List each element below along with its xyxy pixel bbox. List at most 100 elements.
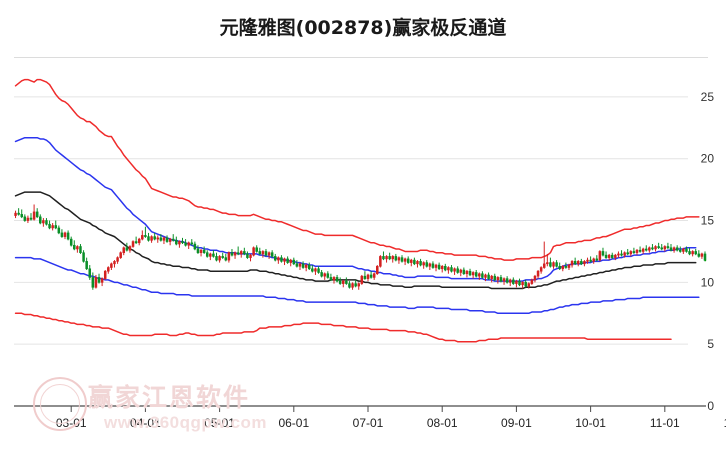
candle-body [320,272,323,277]
candle-body [227,252,231,261]
candle-body [508,279,512,283]
candle-body [376,265,379,275]
candle-body [20,214,23,218]
candle-body [304,264,308,268]
candle-body [119,252,122,258]
candle-body [54,225,57,229]
candle-body [131,241,135,247]
candle-body [638,249,642,252]
candle-body [48,223,51,229]
candle-body [301,263,305,268]
candle-body [666,246,670,249]
candle-body [66,232,70,240]
candle-body [450,267,453,272]
candle-body [366,274,370,279]
candle-body [289,259,292,263]
candle-body [57,227,61,234]
candle-body [478,273,481,277]
candle-body [252,247,255,256]
candle-body [518,280,521,286]
band-line-2 [14,191,697,290]
candle-body [335,277,339,282]
candle-body [685,248,688,252]
x-axis-label: 08-01 [427,416,458,430]
candle-body [273,256,277,261]
candle-body [601,251,605,256]
candle-body [243,251,246,255]
candle-body [125,247,129,251]
x-axis-label: 07-01 [353,416,384,430]
candle-body [697,253,701,257]
candle-body [444,265,447,271]
candle-body [246,253,249,258]
candle-body [314,268,317,272]
candle-body [209,253,212,257]
candle-body [555,262,558,267]
candle-body [620,253,623,256]
candle-body [382,256,385,260]
candle-body [626,252,629,255]
x-axis-label: 10-01 [575,416,606,430]
candle-body [338,280,342,284]
candle-body [153,236,156,240]
candle-body [691,251,694,255]
candle-body [239,251,243,255]
candle-body [651,247,654,250]
candle-body [549,262,552,267]
candle-body [527,283,531,287]
candle-body [298,263,302,267]
candle-body [515,280,518,284]
candle-body [561,265,565,270]
candle-body [215,256,218,261]
candle-body [162,237,166,241]
candle-body [558,265,561,270]
candle-body [484,274,487,278]
candle-body [410,259,413,263]
candle-body [604,254,608,258]
candle-body [447,267,450,271]
candle-body [416,261,419,265]
candle-body [474,272,478,277]
page-title: 元隆雅图(002878)赢家极反通道 [219,17,507,39]
candle-body [122,247,126,253]
candle-body [675,247,679,251]
candle-body [570,261,574,266]
candle-body [505,278,509,283]
y-axis-label: 15 [701,214,715,228]
candle-body [539,267,543,272]
title-divider [14,57,708,58]
candle-body [694,251,697,255]
band-line-4 [14,312,672,343]
band-line-3 [14,256,700,315]
candle-body [147,236,150,241]
candle-body [110,263,113,268]
candle-body [280,257,283,262]
candle-body [165,237,169,242]
candle-body [97,277,101,283]
candle-body [88,268,92,278]
candle-body [79,246,82,253]
candle-body [490,275,493,279]
candle-body [171,238,175,241]
candle-body [440,265,444,270]
candle-body [391,256,394,260]
candle-body [644,248,648,251]
candle-body [471,272,475,276]
candle-body [137,238,141,244]
candle-body [564,265,568,268]
candle-body [641,248,645,252]
candle-body [688,251,691,255]
candle-body [286,258,289,263]
candle-body [456,268,459,273]
candle-body [363,275,367,279]
candle-body [230,252,234,256]
candle-body [542,263,546,268]
candle-body [394,256,398,261]
candle-body [342,280,345,284]
candle-body [351,283,354,288]
candle-body [610,254,614,258]
candle-body [598,251,602,261]
candle-body [26,217,30,221]
